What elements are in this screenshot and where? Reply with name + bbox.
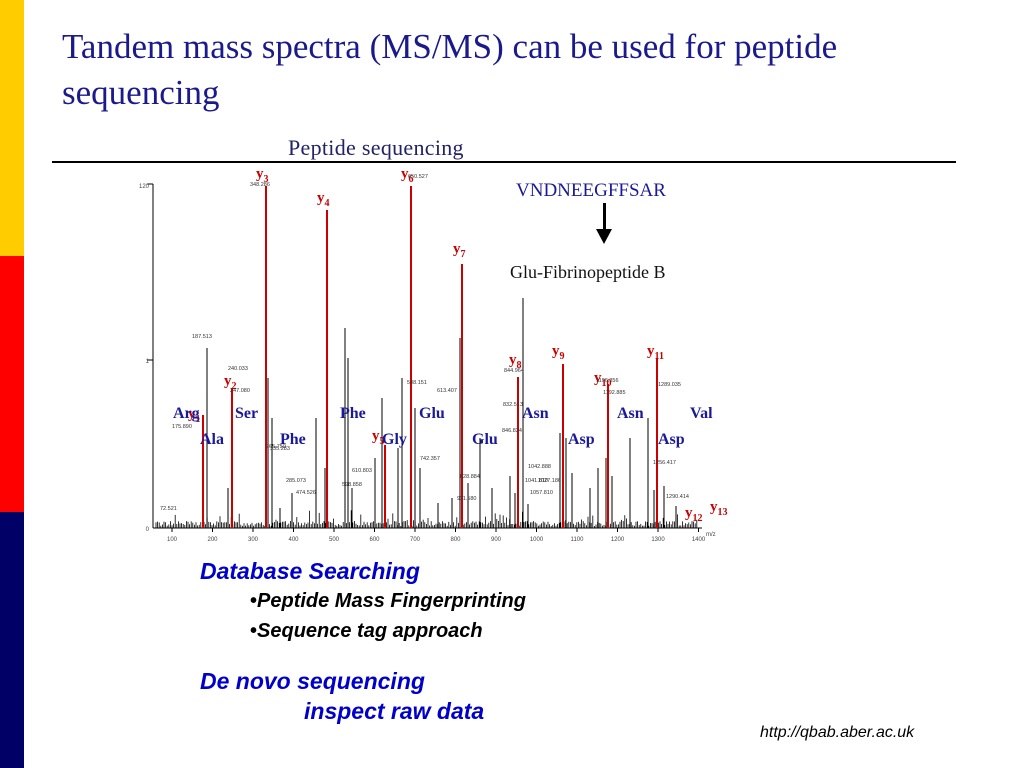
x-axis-tick-label: 1200 (611, 537, 625, 543)
seq-tag-item: •Sequence tag approach (250, 616, 526, 646)
peak-value-label: 247.080 (230, 388, 250, 394)
peak-value-label: 844.964 (504, 368, 524, 374)
peak-value-label: 742.357 (420, 456, 440, 462)
x-axis-tick-label: 1300 (651, 537, 665, 543)
residue-label: Gly (382, 431, 407, 448)
seq-tag-label: Sequence tag approach (257, 620, 483, 642)
peak-value-label: 1042.888 (528, 464, 551, 470)
y-ion-label: y1 (188, 406, 201, 425)
y-ion-label: y7 (453, 241, 466, 260)
peak-value-label: 650.527 (408, 174, 428, 180)
down-arrow-icon (603, 203, 606, 231)
peak-value-label: 1196.356 (596, 378, 619, 384)
peak-value-label: 348.286 (250, 182, 270, 188)
peak-value-label: 1289.035 (658, 382, 681, 388)
residue-label: Asn (522, 405, 549, 422)
peak-value-label: 846.824 (502, 428, 522, 434)
y-ion-label: y3 (256, 166, 269, 185)
figure-heading: Peptide sequencing (288, 135, 464, 160)
y-ion-label: y12 (685, 505, 703, 524)
y-axis-tick-label: 120 (139, 184, 150, 190)
residue-label: Ser (235, 405, 258, 422)
bullet-dot: • (250, 620, 258, 642)
peak-value-label: 1041.810 (525, 478, 548, 484)
x-axis-tick-label: 400 (288, 537, 299, 543)
database-searching-heading: Database Searching (200, 558, 420, 584)
residue-label: Phe (340, 405, 366, 422)
slide-title: Tandem mass spectra (MS/MS) can be used … (62, 27, 838, 112)
peak-value-label: 1256.417 (653, 460, 676, 466)
accent-bar-yellow (0, 0, 24, 256)
inspect-raw-data: inspect raw data (304, 698, 485, 724)
residue-label: Ala (200, 431, 224, 448)
y-ion-label: y13 (710, 499, 728, 518)
bullet-dot: • (250, 590, 258, 612)
x-axis-unit: m/z (706, 532, 716, 538)
peak-value-label: 1192.885 (603, 390, 626, 396)
residue-label: Asn (617, 405, 644, 422)
residue-label: Asp (568, 431, 595, 448)
x-axis-tick-label: 500 (329, 537, 340, 543)
x-axis-tick-label: 700 (410, 537, 421, 543)
accent-bar-navy (0, 512, 24, 768)
x-axis-tick-label: 800 (450, 537, 461, 543)
source-url: http://qbab.aber.ac.uk (760, 724, 915, 741)
y-ion-label: y2 (224, 373, 237, 392)
peak-value-label: 1027.186 (538, 478, 561, 484)
y-ion-label: y9 (552, 343, 565, 362)
y-ion-label: y4 (317, 190, 330, 209)
x-axis-tick-label: 1100 (571, 537, 585, 543)
method-list: Database Searching •Peptide Mass Fingerp… (200, 556, 526, 726)
x-axis-tick-label: 1400 (692, 537, 706, 543)
peptide-sequence: VNDNEEGFFSAR (516, 180, 666, 201)
peak-value-label: 1290.414 (666, 494, 689, 500)
de-novo-heading: De novo sequencing (200, 668, 425, 694)
peak-value-label: 1057.810 (530, 490, 553, 496)
peak-value-label: 610.803 (352, 468, 372, 474)
peak-value-label: 187.513 (192, 334, 212, 340)
x-axis-tick-label: 600 (369, 537, 380, 543)
y-axis-tick-label: 1 (146, 359, 150, 365)
peak-value-label: 588.151 (407, 380, 427, 386)
x-axis-tick-label: 300 (248, 537, 259, 543)
peak-value-label: 240.033 (228, 366, 248, 372)
peak-value-label: 265.750 (266, 444, 286, 450)
y-ion-label: y8 (509, 352, 522, 371)
residue-label: Asp (658, 431, 685, 448)
peak-value-label: 613.407 (437, 388, 457, 394)
residue-label: Glu (472, 431, 498, 448)
peak-value-label: 285.073 (286, 478, 306, 484)
accent-bar-red (0, 256, 24, 512)
peak-value-label: 72.521 (160, 506, 177, 512)
y-ion-label: y6 (401, 166, 414, 185)
y-axis-tick-label: 0 (146, 527, 150, 533)
title-divider (52, 161, 956, 163)
residue-label: Val (690, 405, 713, 422)
peak-value-label: 474.526 (296, 490, 316, 496)
y-ion-label: y5 (372, 428, 385, 447)
residue-label: Glu (419, 405, 445, 422)
residue-label: Arg (173, 405, 200, 422)
pmf-item: •Peptide Mass Fingerprinting (250, 586, 526, 616)
peak-value-label: 911.580 (457, 496, 476, 502)
ms-ms-spectrum: 120 1 0 100 200 300 400 500 600 700 800 900 1000 1100… (139, 166, 728, 543)
x-axis-tick-label: 1000 (530, 537, 544, 543)
peptide-name: Glu-Fibrinopeptide B (510, 262, 666, 282)
y-ion-label: y11 (647, 343, 664, 362)
x-axis-tick-label: 200 (207, 537, 218, 543)
pmf-label: Peptide Mass Fingerprinting (257, 590, 526, 612)
peak-value-label: 335.283 (270, 446, 290, 452)
spacer (200, 646, 526, 666)
x-axis-tick-label: 100 (167, 537, 178, 543)
peak-value-label: 175.890 (172, 424, 192, 430)
peak-value-label: 832.513 (503, 402, 523, 408)
x-axis-tick-label: 900 (491, 537, 502, 543)
peak-value-label: 828.884 (460, 474, 480, 480)
residue-label: Phe (280, 431, 306, 448)
peak-value-label: 598.858 (342, 482, 362, 488)
down-arrow-head-icon (596, 229, 612, 244)
y-ion-label: y10 (594, 370, 612, 389)
